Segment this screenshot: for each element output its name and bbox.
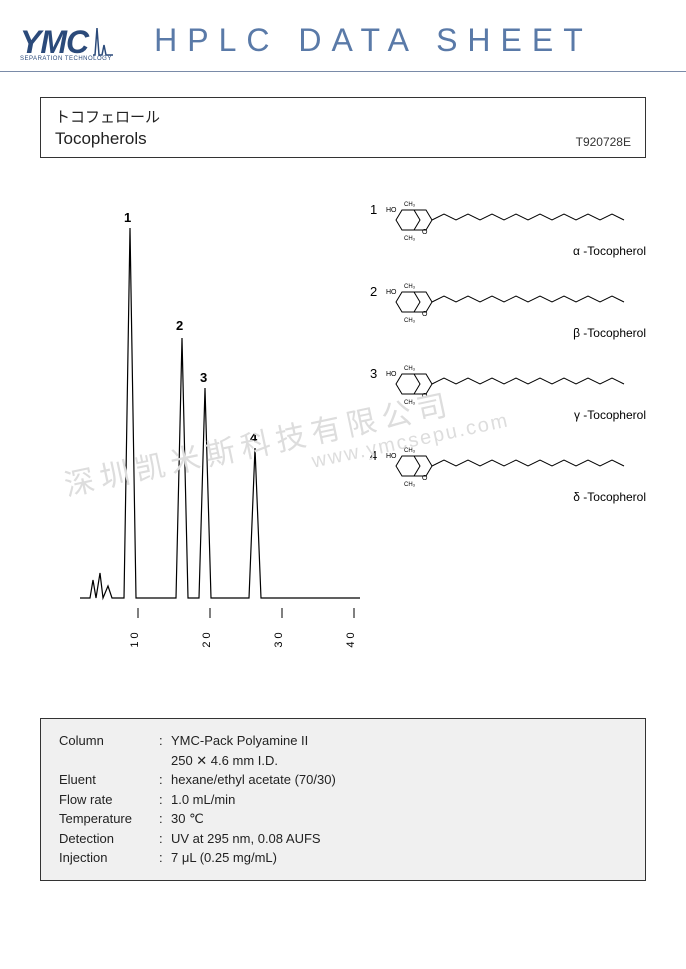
param-colon: : — [159, 770, 171, 790]
structure-number: 3 — [370, 366, 377, 381]
logo-peak-icon — [92, 20, 114, 61]
svg-text:3 0: 3 0 — [273, 632, 285, 647]
peak-label: 3 — [200, 370, 207, 385]
param-value: 250 ✕ 4.6 mm I.D. — [171, 751, 627, 771]
svg-text:CH₃: CH₃ — [404, 284, 416, 290]
svg-text:4 0: 4 0 — [345, 632, 357, 647]
param-row: Column:YMC-Pack Polyamine II — [59, 731, 627, 751]
param-colon: : — [159, 848, 171, 868]
param-label: Temperature — [59, 809, 159, 829]
param-value: 30 ℃ — [171, 809, 627, 829]
param-label: Injection — [59, 848, 159, 868]
document-code: T920728E — [576, 135, 631, 149]
structure-number: 2 — [370, 284, 377, 299]
structure-icon: HO CH₃ CH₃ O — [386, 198, 636, 248]
svg-text:O: O — [422, 229, 428, 236]
param-label: Flow rate — [59, 790, 159, 810]
param-value: UV at 295 nm, 0.08 AUFS — [171, 829, 627, 849]
param-value: hexane/ethyl acetate (70/30) — [171, 770, 627, 790]
param-row: 250 ✕ 4.6 mm I.D. — [59, 751, 627, 771]
svg-text:HO: HO — [386, 207, 397, 214]
param-label: Eluent — [59, 770, 159, 790]
param-colon: : — [159, 731, 171, 751]
param-row: Detection:UV at 295 nm, 0.08 AUFS — [59, 829, 627, 849]
param-value: 7 μL (0.25 mg/mL) — [171, 848, 627, 868]
structure-icon: HO CH₃ CH₃ O — [386, 444, 636, 494]
structure-icon: HO CH₃ CH₃ O — [386, 280, 636, 330]
param-label: Detection — [59, 829, 159, 849]
peak-label: 4 — [250, 430, 257, 445]
chromatogram: 1 0 2 0 3 0 4 0 1 2 3 4 — [60, 198, 380, 658]
svg-text:O: O — [422, 311, 428, 318]
page-title: HPLC DATA SHEET — [144, 22, 666, 59]
svg-text:CH₃: CH₃ — [404, 448, 416, 454]
svg-text:HO: HO — [386, 453, 397, 460]
logo-tagline: SEPARATION TECHNOLOGY — [20, 56, 112, 62]
svg-text:CH₃: CH₃ — [404, 482, 416, 488]
chromatogram-svg: 1 0 2 0 3 0 4 0 — [60, 198, 380, 668]
param-row: Eluent:hexane/ethyl acetate (70/30) — [59, 770, 627, 790]
content-area: 1 0 2 0 3 0 4 0 1 2 3 4 1 HO CH₃ CH₃ Oα -Tocophero… — [40, 198, 646, 698]
structure-name: γ -Tocopherol — [574, 408, 646, 422]
compound-name-en: Tocopherols — [55, 129, 631, 149]
structure-name: α -Tocopherol — [573, 244, 646, 258]
structure-icon: HO CH₃ CH₃ O — [386, 362, 636, 412]
param-value: YMC-Pack Polyamine II — [171, 731, 627, 751]
svg-text:O: O — [422, 475, 428, 482]
peak-label: 2 — [176, 318, 183, 333]
structure-item: 2HOCH₃CH₃Oβ -Tocopherol — [386, 280, 646, 340]
param-label: Column — [59, 731, 159, 751]
param-value: 1.0 mL/min — [171, 790, 627, 810]
svg-text:CH₃: CH₃ — [404, 202, 416, 208]
structures-panel: 1HOCH₃CH₃Oα -Tocopherol2HOCH₃CH₃Oβ -Toco… — [386, 198, 646, 526]
structure-number: 1 — [370, 202, 377, 217]
svg-text:CH₃: CH₃ — [404, 236, 416, 242]
param-row: Injection:7 μL (0.25 mg/mL) — [59, 848, 627, 868]
compound-name-jp: トコフェロール — [55, 106, 631, 127]
param-label — [59, 751, 159, 771]
param-row: Flow rate:1.0 mL/min — [59, 790, 627, 810]
structure-item: 1HOCH₃CH₃Oα -Tocopherol — [386, 198, 646, 258]
title-box: トコフェロール Tocopherols T920728E — [40, 97, 646, 158]
svg-text:HO: HO — [386, 289, 397, 296]
param-colon: : — [159, 829, 171, 849]
param-row: Temperature:30 ℃ — [59, 809, 627, 829]
svg-text:2 0: 2 0 — [201, 632, 213, 647]
svg-text:CH₃: CH₃ — [404, 366, 416, 372]
svg-text:CH₃: CH₃ — [404, 400, 416, 406]
structure-item: 3HOCH₃CH₃Oγ -Tocopherol — [386, 362, 646, 422]
svg-text:O: O — [422, 393, 428, 400]
param-colon: : — [159, 790, 171, 810]
svg-text:1 0: 1 0 — [129, 632, 141, 647]
param-colon: : — [159, 809, 171, 829]
structure-name: β -Tocopherol — [573, 326, 646, 340]
peak-label: 1 — [124, 210, 131, 225]
svg-text:CH₃: CH₃ — [404, 318, 416, 324]
structure-item: 4HOCH₃CH₃Oδ -Tocopherol — [386, 444, 646, 504]
structure-number: 4 — [370, 448, 377, 463]
parameters-box: Column:YMC-Pack Polyamine II250 ✕ 4.6 mm… — [40, 718, 646, 881]
svg-text:HO: HO — [386, 371, 397, 378]
header: YMC SEPARATION TECHNOLOGY HPLC DATA SHEE… — [0, 0, 686, 72]
param-colon — [159, 751, 171, 771]
structure-name: δ -Tocopherol — [573, 490, 646, 504]
logo: YMC SEPARATION TECHNOLOGY — [20, 20, 114, 61]
